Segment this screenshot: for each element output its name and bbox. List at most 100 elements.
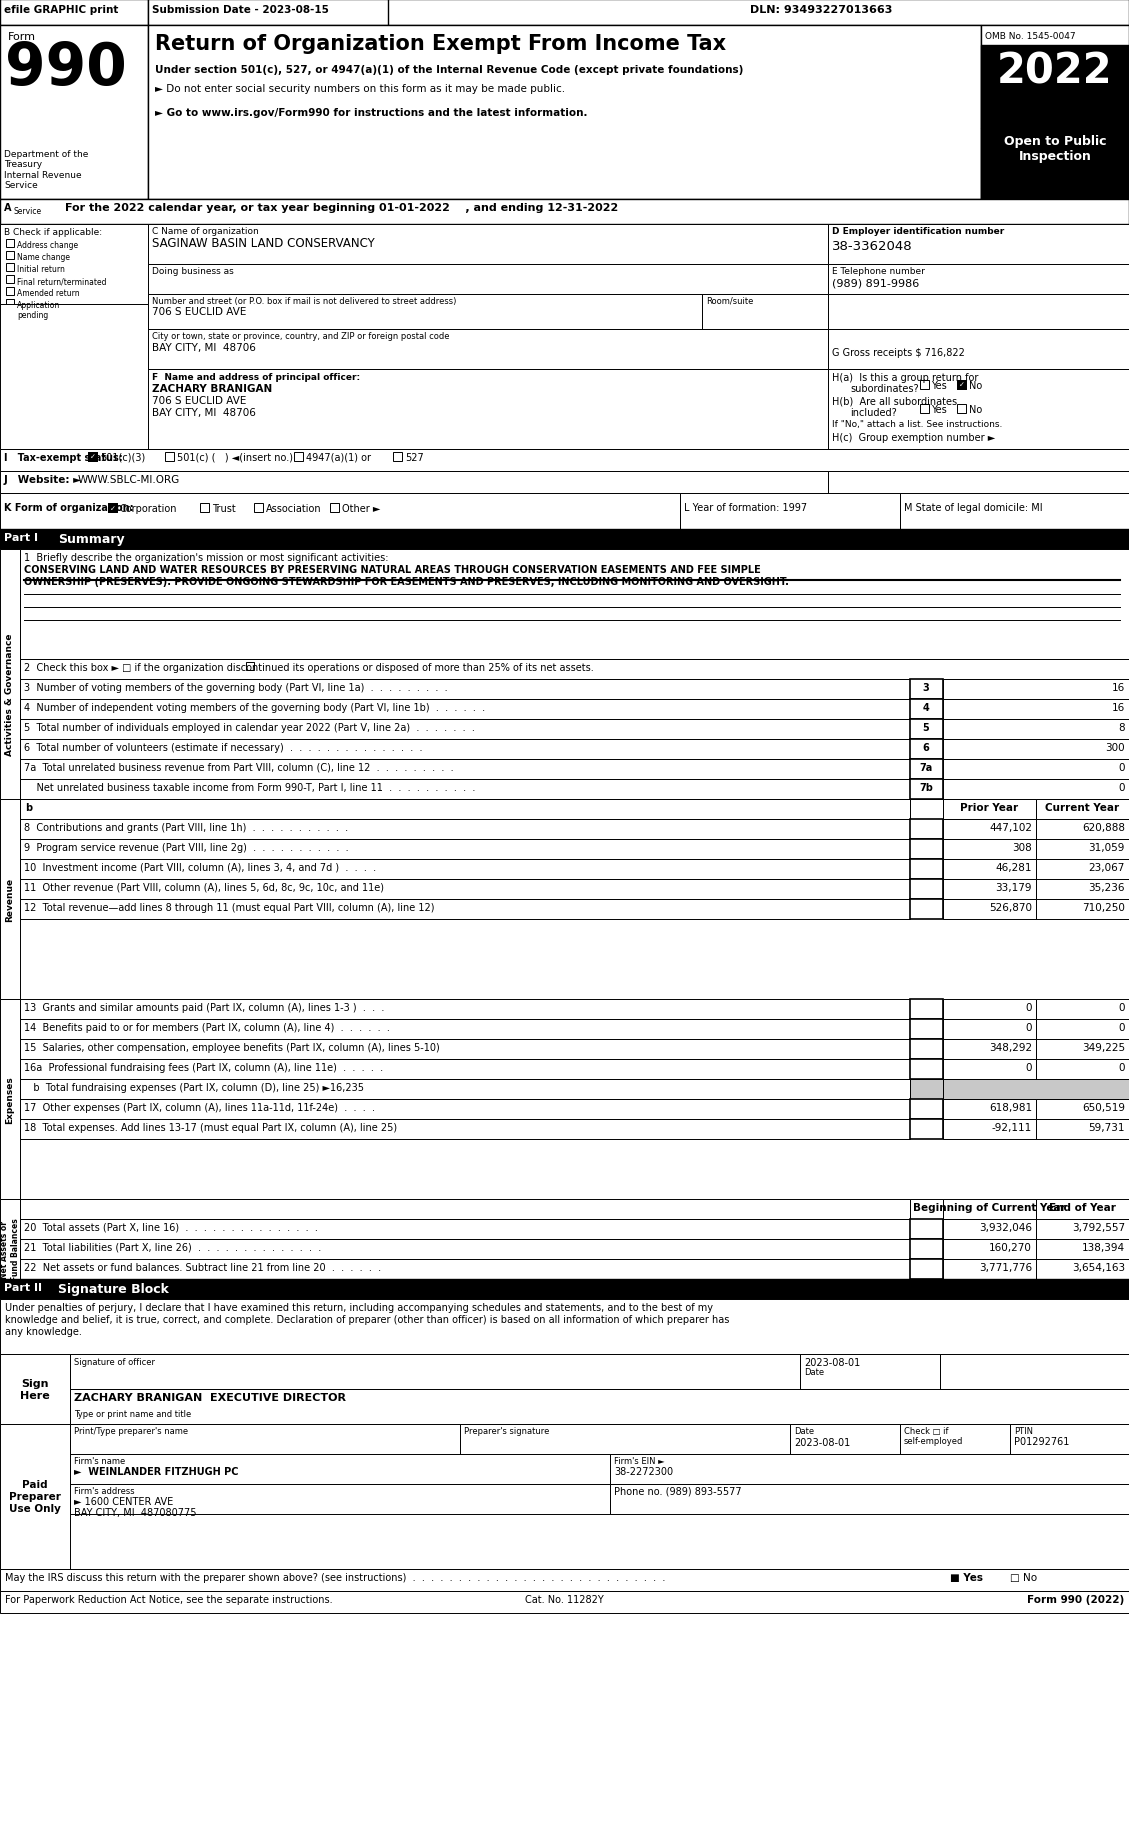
Bar [828, 265, 1129, 295]
Bar [6, 276, 14, 284]
Text: 3,771,776: 3,771,776 [979, 1263, 1032, 1272]
Text: 31,059: 31,059 [1088, 842, 1124, 853]
Text: M State of legal domicile: MI: M State of legal domicile: MI [904, 503, 1042, 512]
Bar [88, 452, 97, 461]
Bar [1036, 1120, 1129, 1140]
Text: SAGINAW BASIN LAND CONSERVANCY: SAGINAW BASIN LAND CONSERVANCY [152, 236, 375, 251]
Text: 349,225: 349,225 [1082, 1043, 1124, 1052]
Text: any knowledge.: any knowledge. [5, 1327, 82, 1336]
Bar [943, 1259, 1036, 1279]
Text: Under penalties of perjury, I declare that I have examined this return, includin: Under penalties of perjury, I declare th… [5, 1303, 714, 1312]
Text: 5  Total number of individuals employed in calendar year 2022 (Part V, line 2a) : 5 Total number of individuals employed i… [24, 723, 475, 732]
Bar [70, 1455, 610, 1484]
Text: 10  Investment income (Part VIII, column (A), lines 3, 4, and 7d )  .  .  .  .: 10 Investment income (Part VIII, column … [24, 862, 376, 873]
Bar [1036, 1259, 1129, 1279]
Text: 501(c)(3): 501(c)(3) [100, 452, 146, 463]
Bar [910, 800, 943, 820]
Bar [943, 1100, 1036, 1120]
Text: Number and street (or P.O. box if mail is not delivered to street address): Number and street (or P.O. box if mail i… [152, 296, 456, 306]
Bar [330, 503, 339, 512]
Bar [0, 26, 148, 199]
Bar [910, 880, 943, 900]
Text: Prior Year: Prior Year [960, 803, 1018, 813]
Bar [20, 1239, 910, 1259]
Bar [0, 1590, 1129, 1612]
Text: Doing business as: Doing business as [152, 267, 234, 276]
Text: 16: 16 [1112, 683, 1124, 692]
Bar [910, 1100, 943, 1120]
Text: Current Year: Current Year [1045, 803, 1119, 813]
Bar [1036, 1219, 1129, 1239]
Bar [910, 840, 943, 860]
Bar [957, 404, 966, 414]
Bar [943, 860, 1036, 880]
Text: ZACHARY BRANIGAN  EXECUTIVE DIRECTOR: ZACHARY BRANIGAN EXECUTIVE DIRECTOR [75, 1393, 345, 1402]
Text: □ No: □ No [1010, 1572, 1038, 1583]
Text: 300: 300 [1105, 743, 1124, 752]
Text: OMB No. 1545-0047: OMB No. 1545-0047 [984, 31, 1076, 40]
Bar [920, 381, 929, 390]
Text: 6: 6 [922, 743, 929, 752]
Bar [20, 880, 910, 900]
Bar [828, 370, 1129, 450]
Text: 0: 0 [1119, 1063, 1124, 1072]
Text: Name change: Name change [17, 253, 70, 262]
Text: Type or print name and title: Type or print name and title [75, 1409, 191, 1418]
Text: Department of the
Treasury
Internal Revenue
Service: Department of the Treasury Internal Reve… [5, 150, 88, 190]
Bar [943, 699, 1129, 719]
Bar [828, 329, 1129, 370]
Bar [20, 1039, 910, 1060]
Bar [108, 503, 117, 512]
Bar [981, 128, 1129, 199]
Text: 706 S EUCLID AVE: 706 S EUCLID AVE [152, 395, 246, 406]
Bar [393, 452, 402, 461]
Bar [20, 800, 910, 820]
Bar [1036, 1100, 1129, 1120]
Text: 12  Total revenue—add lines 8 through 11 (must equal Part VIII, column (A), line: 12 Total revenue—add lines 8 through 11 … [24, 902, 435, 913]
Text: H(b)  Are all subordinates: H(b) Are all subordinates [832, 397, 957, 406]
Text: Room/suite: Room/suite [706, 296, 753, 306]
Text: Check □ if: Check □ if [904, 1426, 948, 1435]
Bar [148, 225, 828, 265]
Text: 447,102: 447,102 [989, 822, 1032, 833]
Bar [0, 529, 1129, 549]
Bar [1036, 800, 1129, 820]
Text: 2022: 2022 [997, 49, 1113, 92]
Text: 5: 5 [922, 723, 929, 732]
Text: Signature Block: Signature Block [58, 1283, 169, 1296]
Bar [900, 494, 1129, 529]
Text: 22  Net assets or fund balances. Subtract line 21 from line 20  .  .  .  .  .  .: 22 Net assets or fund balances. Subtract… [24, 1263, 382, 1272]
Text: 59,731: 59,731 [1088, 1122, 1124, 1133]
Text: ► Go to www.irs.gov/Form990 for instructions and the latest information.: ► Go to www.irs.gov/Form990 for instruct… [155, 108, 587, 117]
Text: D Employer identification number: D Employer identification number [832, 227, 1005, 236]
Bar [70, 1424, 460, 1455]
Bar [1036, 1239, 1129, 1259]
Bar [70, 1484, 610, 1513]
Text: ✓: ✓ [110, 505, 115, 511]
Text: Application
pending: Application pending [17, 300, 60, 320]
Text: Open to Public
Inspection: Open to Public Inspection [1004, 135, 1106, 163]
Text: 0: 0 [1119, 1003, 1124, 1012]
Bar [20, 1080, 910, 1100]
Text: DLN: 93493227013663: DLN: 93493227013663 [750, 5, 892, 15]
Bar [200, 503, 209, 512]
Text: Revenue: Revenue [6, 877, 15, 922]
Bar [610, 1484, 1129, 1513]
Text: 0: 0 [1119, 783, 1124, 792]
Bar [1036, 999, 1129, 1019]
Bar [20, 699, 910, 719]
Bar [920, 404, 929, 414]
Bar [0, 549, 20, 840]
Bar [20, 719, 910, 739]
Text: End of Year: End of Year [1049, 1202, 1115, 1211]
Bar [0, 1199, 20, 1299]
Bar [943, 880, 1036, 900]
Bar [148, 295, 702, 329]
Bar [910, 820, 943, 840]
Text: Initial return: Initial return [17, 265, 64, 274]
Text: 33,179: 33,179 [996, 882, 1032, 893]
Text: ► 1600 CENTER AVE: ► 1600 CENTER AVE [75, 1497, 173, 1506]
Bar [148, 0, 388, 26]
Text: 4  Number of independent voting members of the governing body (Part VI, line 1b): 4 Number of independent voting members o… [24, 703, 485, 712]
Text: self-employed: self-employed [904, 1437, 963, 1446]
